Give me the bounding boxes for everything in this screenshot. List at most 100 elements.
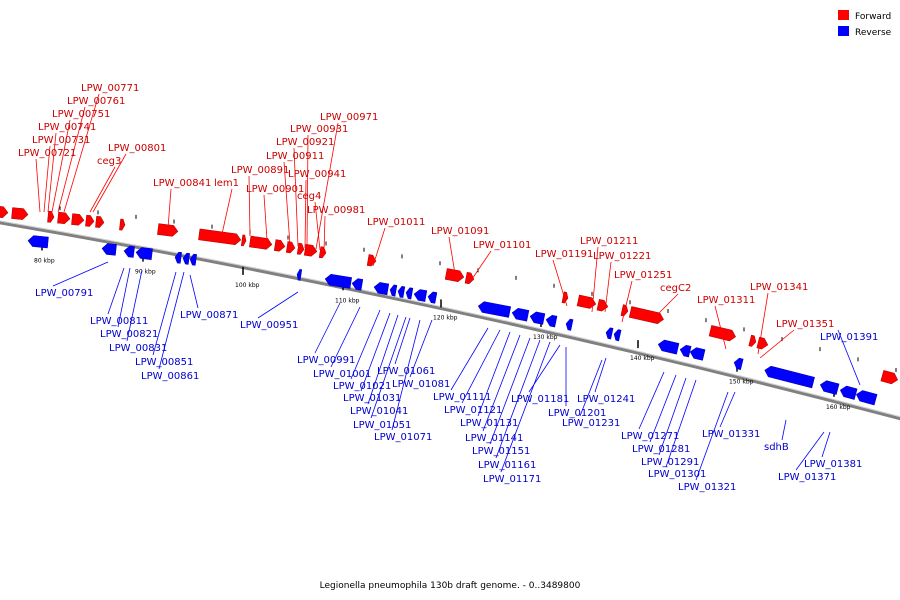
reverse-gene	[679, 344, 692, 358]
reverse-gene-label: LPW_01291	[641, 457, 699, 468]
reverse-gene-label: LPW_01021	[333, 381, 391, 392]
reverse-gene	[182, 252, 190, 265]
label-connector	[719, 391, 736, 428]
forward-gene	[444, 268, 465, 282]
reverse-gene	[373, 282, 390, 296]
reverse-gene-label: LPW_01371	[778, 472, 836, 483]
forward-gene	[11, 207, 29, 220]
reverse-gene-label: LPW_01001	[313, 369, 371, 380]
label-connector	[57, 106, 86, 213]
forward-gene-label: LPW_00801	[108, 143, 166, 154]
tick-label: 140 kbp	[630, 355, 655, 362]
reverse-gene-label: LPW_01271	[621, 431, 679, 442]
reverse-gene	[101, 243, 117, 256]
label-connector	[837, 329, 861, 386]
label-connector	[409, 319, 433, 378]
forward-gene	[273, 239, 286, 252]
reverse-gene	[397, 285, 406, 298]
reverse-gene-label: LPW_01161	[478, 460, 536, 471]
tick-label: 130 kbp	[533, 334, 558, 341]
reverse-gene	[413, 289, 428, 302]
forward-gene-label: LPW_00771	[81, 83, 139, 94]
forward-gene-label: LPW_00901	[246, 184, 304, 195]
reverse-gene-label: LPW_01231	[562, 418, 620, 429]
label-connector	[293, 147, 299, 247]
reverse-gene	[605, 327, 614, 340]
label-connector	[89, 166, 116, 213]
forward-gene-label: LPW_01311	[697, 295, 755, 306]
forward-gene-label: ceg3	[97, 156, 121, 167]
reverse-gene-label: LPW_00791	[35, 288, 93, 299]
label-connector	[43, 145, 51, 213]
label-connector	[304, 179, 307, 249]
forward-gene	[47, 210, 55, 223]
label-connector	[448, 236, 457, 281]
forward-gene-label: LPW_00931	[290, 124, 348, 135]
reverse-gene	[511, 307, 530, 322]
label-connector	[248, 175, 251, 237]
reverse-gene-label: LPW_01331	[702, 429, 760, 440]
reverse-gene	[296, 269, 303, 281]
forward-gene-label: LPW_00841	[153, 178, 211, 189]
forward-gene-label: LPW_00721	[18, 148, 76, 159]
reverse-gene	[324, 273, 352, 289]
reverse-gene-label: LPW_01181	[511, 394, 569, 405]
forward-gene-label: LPW_01101	[473, 240, 531, 251]
reverse-gene-label: LPW_01321	[678, 482, 736, 493]
label-connector	[495, 339, 541, 459]
label-connector	[469, 250, 492, 283]
label-connector	[167, 188, 172, 229]
label-connector	[257, 291, 299, 319]
reverse-gene-label: sdhB	[764, 442, 789, 453]
forward-gene	[464, 271, 475, 285]
reverse-gene	[764, 365, 815, 389]
reverse-gene	[839, 385, 858, 400]
forward-gene	[198, 228, 242, 246]
reverse-gene-label: LPW_00951	[240, 320, 298, 331]
label-connector	[579, 359, 603, 417]
forward-gene-label: LPW_00731	[32, 135, 90, 146]
forward-gene-label: LPW_00891	[231, 165, 289, 176]
label-connector	[621, 280, 633, 323]
label-connector	[360, 312, 391, 392]
feature-group	[0, 206, 899, 406]
forward-gene-label: LPW_01191	[535, 249, 593, 260]
forward-gene	[708, 325, 736, 342]
label-connector	[394, 317, 411, 365]
forward-gene-label: cegC2	[660, 283, 691, 294]
reverse-gene	[351, 278, 364, 291]
reverse-gene	[389, 284, 398, 297]
tick-label: 150 kbp	[729, 379, 754, 386]
reverse-gene-label: LPW_01141	[465, 433, 523, 444]
label-connector	[461, 329, 501, 404]
forward-gene	[157, 223, 179, 237]
label-connector	[372, 227, 386, 267]
forward-gene	[240, 234, 247, 247]
reverse-gene	[545, 314, 558, 328]
reverse-gene-label: LPW_01081	[392, 379, 450, 390]
label-connector	[221, 188, 233, 235]
forward-gene	[296, 242, 305, 255]
label-connector	[665, 379, 697, 468]
label-connector	[759, 329, 795, 359]
label-connector	[477, 331, 511, 417]
label-connector	[92, 153, 127, 213]
label-connector	[757, 292, 769, 355]
forward-gene-label: LPW_00761	[67, 96, 125, 107]
reverse-gene-label: LPW_00831	[109, 343, 167, 354]
label-connector	[314, 201, 321, 251]
forward-gene-label: LPW_00911	[266, 151, 324, 162]
forward-gene	[628, 306, 664, 324]
label-connector	[63, 93, 100, 213]
reverse-gene-label: LPW_01111	[433, 392, 491, 403]
forward-gene	[249, 235, 273, 250]
label-connector	[314, 302, 341, 354]
label-connector	[591, 246, 599, 313]
reverse-gene-label: LPW_01171	[483, 474, 541, 485]
reverse-gene	[856, 390, 878, 406]
reverse-gene	[189, 253, 197, 266]
label-connector	[489, 337, 531, 445]
reverse-gene	[565, 318, 574, 331]
